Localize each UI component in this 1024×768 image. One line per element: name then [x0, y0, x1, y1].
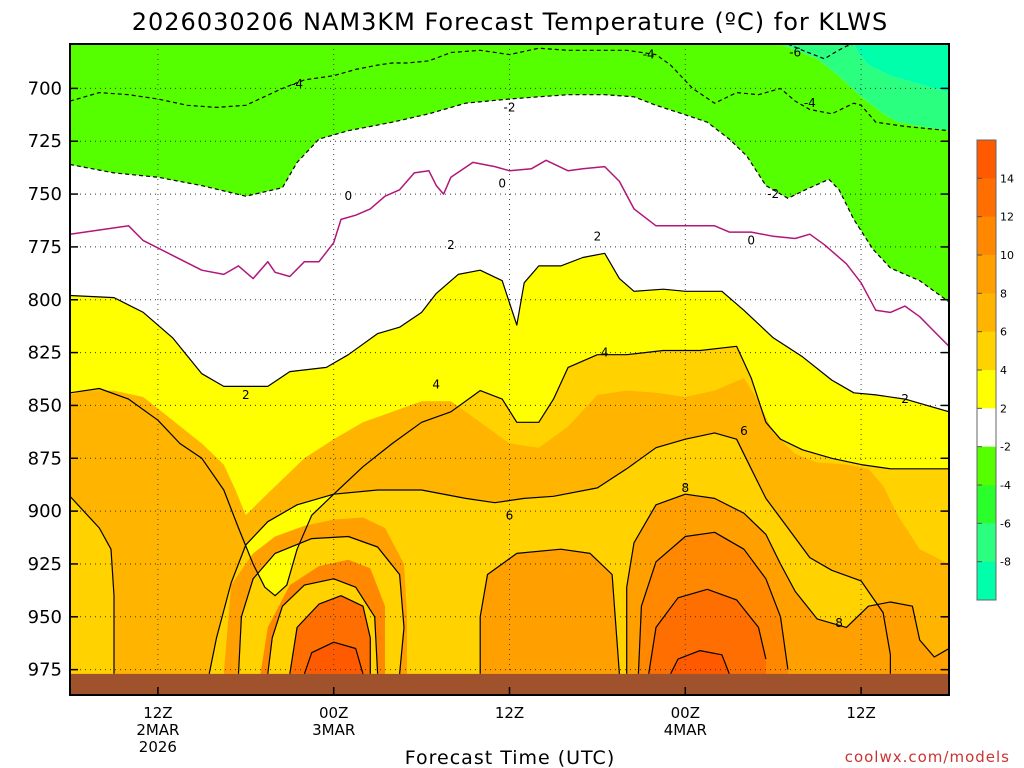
y-tick-label-6: 850: [28, 395, 62, 416]
isotherm-5: [70, 345, 949, 597]
isotherm-13: [289, 595, 371, 674]
x-tick-label-1-0: 00Z: [319, 704, 348, 722]
isotherm-label-1: -4: [291, 77, 303, 91]
colorbar-tick-label-4: 6: [1000, 326, 1007, 339]
isotherm-labels: -6 -4 -4 -4 -2 -2 0 0 0 2 2 2 2 4 4 6 6 8 8: [242, 45, 909, 630]
x-tick-label-3-1: 4MAR: [664, 721, 707, 739]
colorbar-tick-label-9: -6: [1000, 517, 1011, 530]
x-tick-label-0-2: 2026: [139, 738, 177, 756]
colorbar-band-4: [977, 293, 996, 333]
colorbar-band-5: [977, 331, 996, 371]
isotherm-6: [208, 432, 892, 675]
colorbar-tick-label-1: 12: [1000, 211, 1014, 224]
isotherm-label-12: 2: [901, 392, 909, 406]
isotherm-label-13: 4: [432, 377, 440, 391]
isotherm-7: [70, 495, 115, 674]
x-tick-label-4-0: 12Z: [846, 704, 875, 722]
fill-region-9: [304, 642, 730, 674]
colorbar-tick-label-2: 10: [1000, 249, 1014, 262]
isotherm-14: [648, 588, 767, 674]
y-tick-label-0: 700: [28, 78, 62, 99]
source-credit: coolwx.com/models: [845, 748, 1010, 766]
isotherm-label-4: -2: [504, 100, 516, 114]
colorbar-tick-label-3: 8: [1000, 287, 1007, 300]
fill-region-1: [780, 44, 949, 131]
x-tick-label-0-0: 12Z: [143, 704, 172, 722]
y-tick-label-5: 825: [28, 343, 62, 364]
isotherm-label-15: 6: [506, 508, 514, 522]
isotherm-1: [70, 47, 949, 132]
isotherm-label-17: 8: [681, 481, 689, 495]
colorbar-band-6: [977, 370, 996, 409]
y-tick-label-4: 800: [28, 290, 62, 311]
colorbar-band-9: [977, 485, 996, 524]
isotherm-label-8: 0: [747, 234, 755, 248]
isotherm-12: [637, 531, 789, 674]
isotherm-label-11: 2: [242, 388, 250, 402]
x-tick-label-2-0: 12Z: [495, 704, 524, 722]
y-tick-label-9: 925: [28, 554, 62, 575]
isotherm-label-2: -4: [643, 48, 655, 62]
y-tick-label-10: 950: [28, 607, 62, 628]
y-tick-label-3: 775: [28, 237, 62, 258]
colorbar-band-7: [977, 408, 996, 448]
isotherm-3: [70, 159, 949, 347]
isotherm-11: [267, 578, 379, 674]
colorbar-band-1: [977, 178, 996, 218]
isotherm-15: [303, 641, 364, 675]
y-tick-label-1: 725: [28, 131, 62, 152]
colorbar-tick-label-6: 2: [1000, 402, 1007, 415]
colorbar-tick-label-5: 4: [1000, 364, 1007, 377]
y-tick-label-8: 900: [28, 501, 62, 522]
colorbar-band-11: [977, 561, 996, 601]
isotherm-label-0: -6: [789, 45, 801, 59]
y-tick-label-11: 975: [28, 660, 62, 681]
y-tick-label-2: 750: [28, 184, 62, 205]
isotherm-label-3: -4: [804, 96, 816, 110]
grid-lines: [70, 44, 949, 695]
terrain-ground: [70, 673, 949, 695]
colorbar-band-3: [977, 255, 996, 294]
colorbar-tick-label-10: -8: [1000, 556, 1011, 569]
x-tick-label-3-0: 00Z: [671, 704, 700, 722]
isotherm-label-14: 4: [601, 346, 609, 360]
isotherm-label-10: 2: [594, 229, 602, 243]
isotherm-label-6: 0: [345, 189, 353, 203]
colorbar-band-8: [977, 446, 996, 486]
isotherm-label-16: 6: [740, 424, 748, 438]
chart-title: 2026030206 NAM3KM Forecast Temperature (…: [132, 8, 889, 36]
isotherm-16: [670, 649, 730, 675]
colorbar-tick-label-8: -4: [1000, 479, 1011, 492]
isotherm-label-7: 0: [498, 177, 506, 191]
isotherm-layer: [70, 44, 949, 675]
temperature-fill-layer: [70, 44, 949, 674]
isotherm-label-9: 2: [447, 238, 455, 252]
isotherm-4: [70, 252, 949, 413]
x-tick-label-1-1: 3MAR: [312, 721, 355, 739]
colorbar-band-0: [977, 140, 996, 179]
fill-region-0: [853, 44, 949, 93]
isotherm-2: [70, 94, 949, 303]
colorbar-band-10: [977, 523, 996, 563]
isotherm-9: [237, 535, 405, 674]
colorbar-tick-label-7: -2: [1000, 441, 1011, 454]
colorbar-tick-label-0: 14: [1000, 172, 1014, 185]
fill-region-2: [70, 44, 949, 302]
isotherm-label-5: -2: [767, 187, 779, 201]
isotherm-label-18: 8: [835, 616, 843, 630]
colorbar-legend: 14 12 10 8 6 4 2 -2 -4 -6 -8: [976, 139, 1014, 601]
isotherm-8: [626, 493, 949, 674]
colorbar-band-2: [977, 216, 996, 256]
x-axis-label: Forecast Time (UTC): [405, 747, 615, 768]
isotherm-0: [787, 44, 854, 60]
isotherm-10: [479, 548, 620, 674]
y-tick-label-7: 875: [28, 448, 62, 469]
x-tick-label-0-1: 2MAR: [136, 721, 179, 739]
